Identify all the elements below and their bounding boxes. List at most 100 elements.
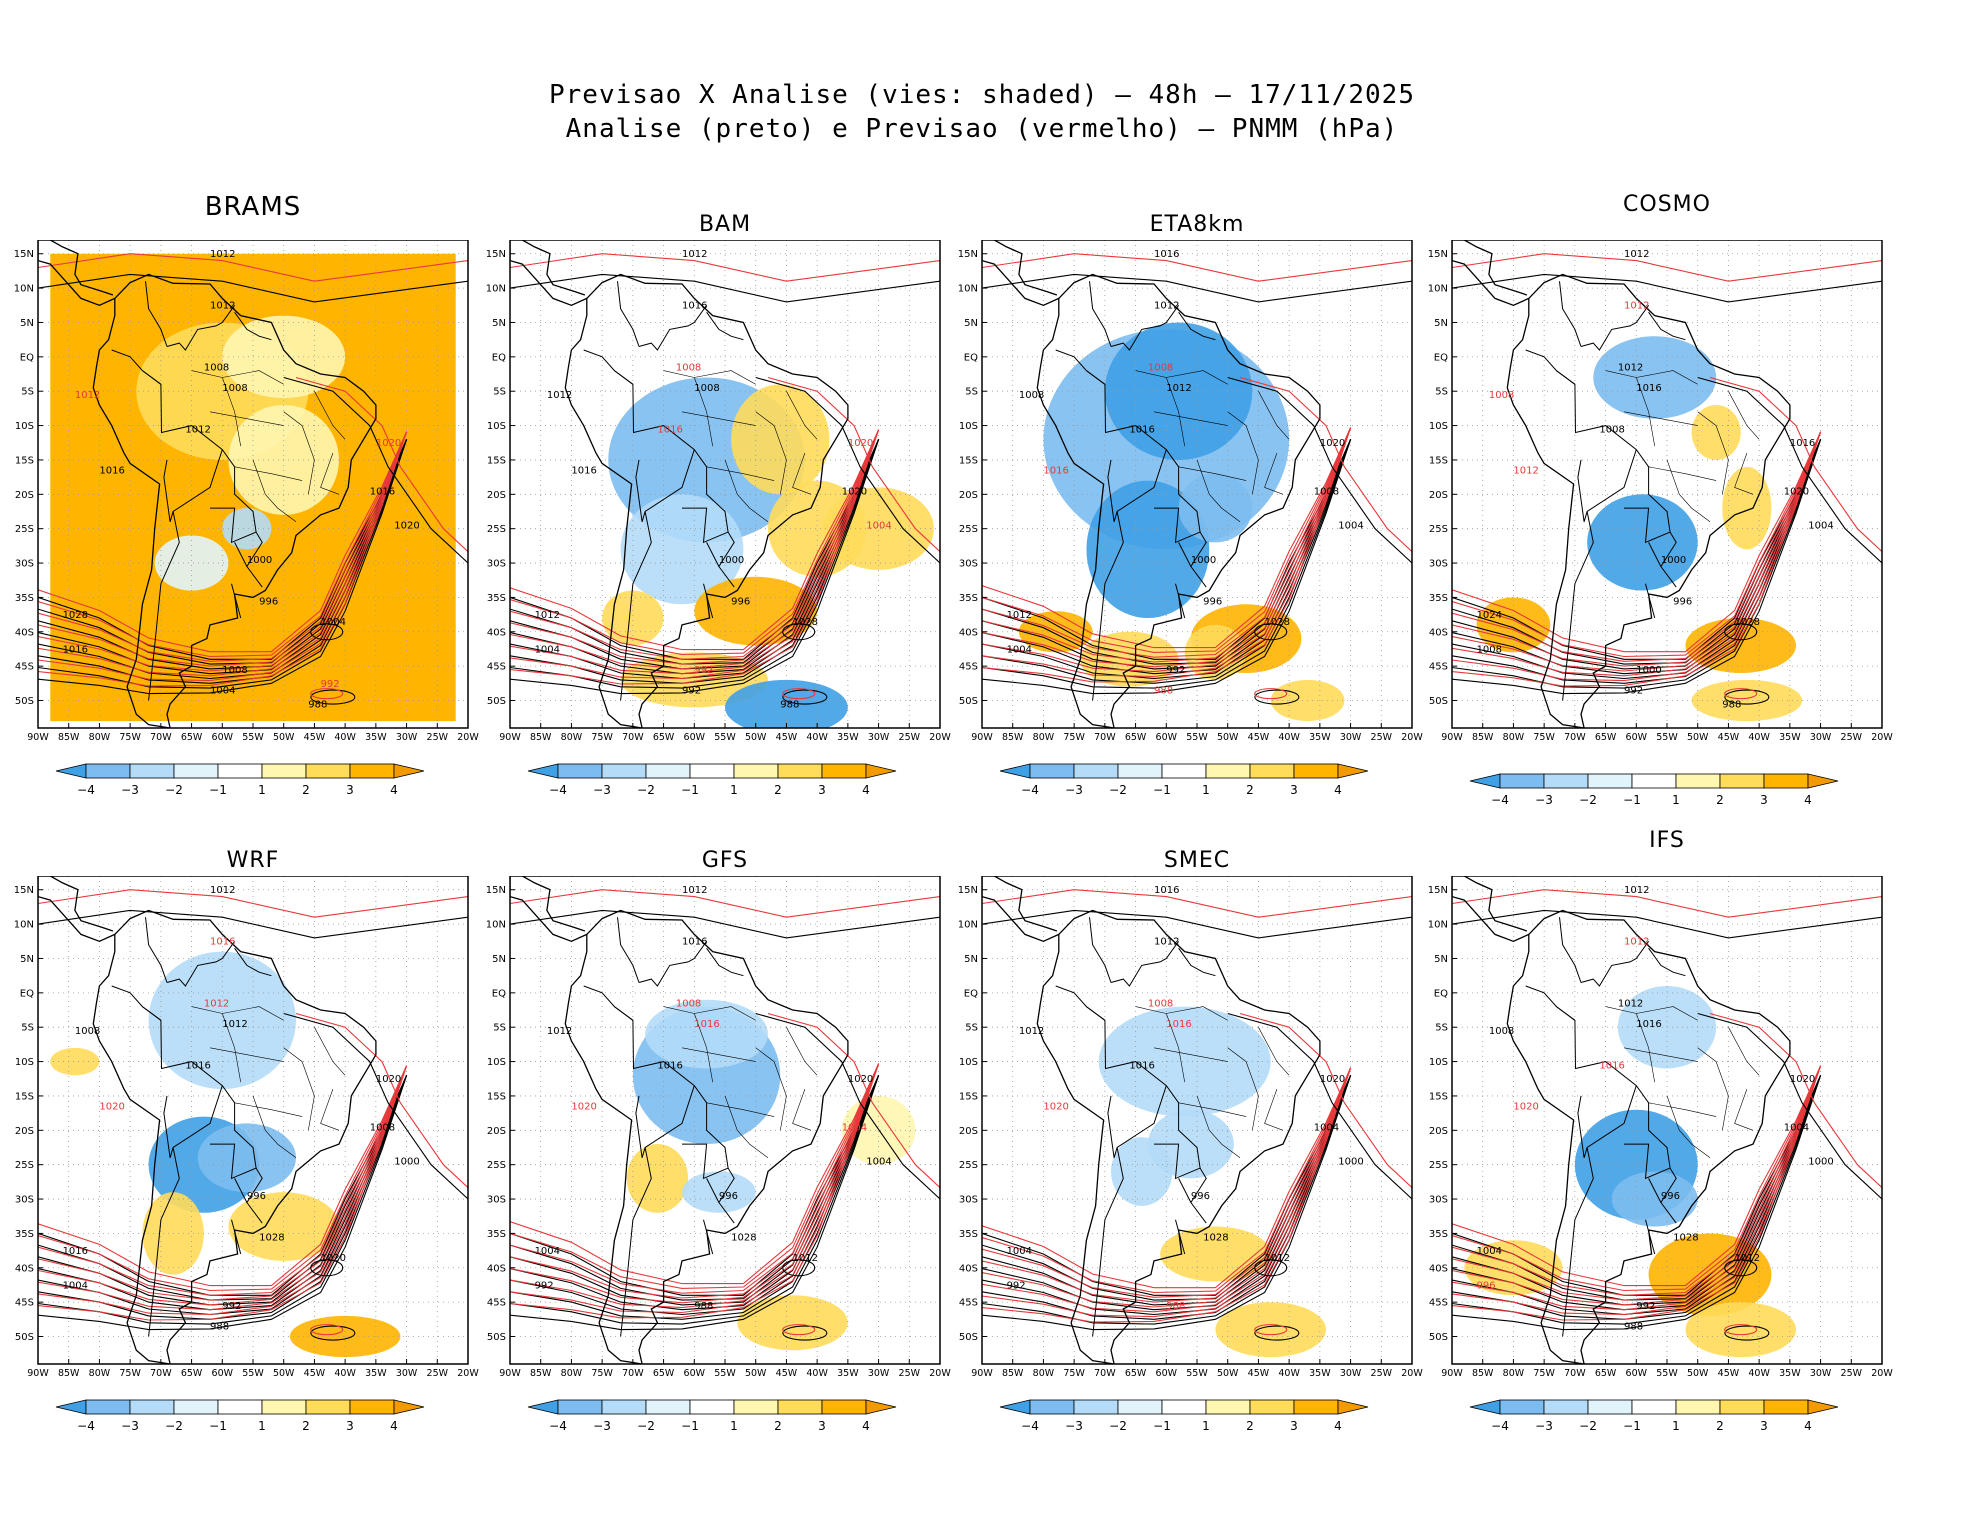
analysis-isobar	[982, 439, 1352, 695]
country-border	[1092, 1147, 1124, 1337]
forecast-isobar	[982, 427, 1352, 673]
country-borders	[1055, 281, 1216, 701]
colorbar-label: −4	[1021, 1419, 1039, 1433]
analysis-low	[782, 689, 828, 705]
colorbar-label: −2	[1579, 1419, 1597, 1433]
lat-label: 35S	[1429, 1229, 1448, 1240]
isobar-label: 1004	[535, 1246, 560, 1257]
lat-label: 15N	[486, 249, 506, 260]
lat-label: 10S	[1429, 1057, 1448, 1068]
forecast-isobar	[510, 429, 880, 665]
isobar-label: 1004	[1314, 1122, 1339, 1133]
map-area: 1012 1016 1008 1012 1008 1016 1016 1020 1020 1004…	[510, 240, 940, 728]
isobar-label: 1028	[1203, 1232, 1228, 1243]
colorbar-label: 1	[1672, 1419, 1680, 1433]
lon-label: 45W	[1248, 1368, 1270, 1379]
colorbar-label: −3	[1065, 783, 1083, 797]
isobar-label: 996	[731, 596, 750, 607]
lat-label: 5N	[1434, 954, 1448, 965]
forecast-isobar	[38, 1065, 408, 1292]
colorbar-segment	[1763, 773, 1809, 789]
state-border	[320, 452, 340, 495]
colorbar-label: −4	[549, 1419, 567, 1433]
lon-label: 40W	[1748, 1368, 1770, 1379]
lat-label: 10S	[487, 1057, 506, 1068]
state-borders	[663, 1006, 818, 1159]
colorbar-segment	[1631, 1399, 1677, 1415]
analysis-isobar	[1697, 376, 1882, 564]
isobar-label: 1000	[1661, 555, 1686, 566]
lat-label: 15N	[14, 885, 34, 896]
lon-label: 55W	[714, 1368, 736, 1379]
isobar-label: 992	[694, 665, 713, 676]
isobar-label: 996	[1661, 1191, 1680, 1202]
state-border	[1728, 1027, 1760, 1076]
lat-label: 15N	[1428, 249, 1448, 260]
isobar-label: 1028	[1265, 617, 1290, 628]
map-figure: 1012 1012 1008 1012 1008 1012 1016 1020 1016 1020…	[14, 240, 479, 797]
analysis-isobar	[38, 1075, 408, 1331]
analysis-isobar	[982, 1075, 1352, 1325]
isobar-label: 1004	[866, 521, 891, 532]
lon-label: 35W	[365, 1368, 387, 1379]
forecast-isobar	[982, 427, 1352, 663]
forecast-isobar	[510, 429, 880, 656]
south-america-coast	[1036, 273, 1321, 728]
lon-label: 85W	[1002, 1368, 1024, 1379]
state-border	[1153, 411, 1228, 426]
lat-label: 15S	[1429, 1091, 1448, 1102]
isobar-group	[38, 253, 468, 705]
isobar-label: 1012	[1154, 937, 1179, 948]
isobar-label: 1020	[376, 438, 401, 449]
colorbar-segment	[1161, 763, 1207, 779]
forecast-isobar	[38, 431, 408, 672]
analysis-isobar	[510, 439, 880, 665]
state-border	[792, 452, 812, 495]
analysis-low	[782, 1259, 816, 1277]
colorbar-label: 3	[818, 1419, 826, 1433]
colorbar-arrow-left	[55, 1399, 87, 1415]
analysis-isobar	[1452, 439, 1822, 695]
colorbar-segment	[1499, 1399, 1545, 1415]
country-border	[614, 1006, 735, 1224]
colorbar-label: 3	[818, 783, 826, 797]
lon-label: 35W	[837, 732, 859, 743]
country-border	[1562, 1147, 1594, 1337]
state-border	[1196, 1095, 1241, 1159]
isobar-label: 1020	[848, 1074, 873, 1085]
lat-label: 20S	[15, 490, 34, 501]
colorbar-segment	[85, 763, 131, 779]
isobar-label: 1012	[185, 424, 210, 435]
lat-label: 40S	[959, 627, 978, 638]
forecast-isobar	[1452, 1065, 1822, 1316]
country-border	[1624, 507, 1671, 544]
bias-blob	[222, 508, 272, 550]
analysis-low	[1254, 1259, 1288, 1277]
lat-label: 20S	[1429, 490, 1448, 501]
lat-label: 15S	[15, 455, 34, 466]
central-america-coast	[510, 876, 588, 943]
country-border	[163, 1085, 223, 1158]
country-border	[1556, 1006, 1677, 1224]
colorbar-label: 4	[1334, 783, 1342, 797]
state-border	[1734, 452, 1754, 495]
isobar-label: 1016	[1790, 438, 1815, 449]
panel-title: GFS	[701, 848, 749, 873]
lat-label: 10N	[486, 284, 506, 295]
bias-blob	[1476, 597, 1551, 653]
isobar-label: 1000	[1636, 665, 1661, 676]
lon-label: 80W	[1033, 732, 1055, 743]
state-border	[1196, 459, 1241, 523]
colorbar-segment	[129, 1399, 175, 1415]
forecast-isobar	[1709, 376, 1882, 553]
country-border	[111, 349, 162, 385]
lat-label: 15N	[1428, 885, 1448, 896]
lon-label: 60W	[1626, 732, 1648, 743]
isobar-label: 1020	[1513, 1102, 1538, 1113]
bias-blob	[1178, 473, 1253, 543]
forecast-isobar	[510, 1063, 880, 1289]
lat-label: 30S	[15, 1195, 34, 1206]
analysis-isobar	[1697, 1012, 1882, 1200]
lon-label: 90W	[499, 1368, 521, 1379]
lat-label: 50S	[487, 696, 506, 707]
